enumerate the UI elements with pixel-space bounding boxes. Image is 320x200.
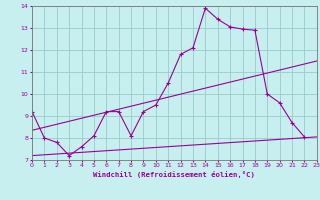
X-axis label: Windchill (Refroidissement éolien,°C): Windchill (Refroidissement éolien,°C) [93,171,255,178]
